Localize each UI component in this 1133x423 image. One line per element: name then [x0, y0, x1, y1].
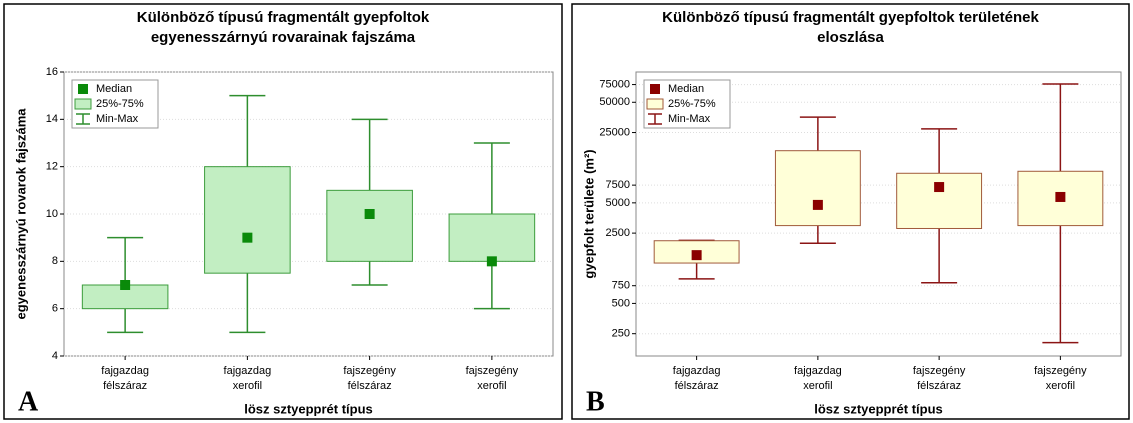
y-tick-label: 5000	[606, 197, 630, 209]
x-tick-label: xerofil	[477, 380, 506, 392]
y-tick-label: 4	[52, 350, 58, 362]
x-tick-label: félszáraz	[103, 380, 147, 392]
median-marker	[364, 209, 375, 219]
median-marker	[120, 280, 131, 290]
y-tick-label: 12	[46, 161, 58, 173]
legend-swatch	[646, 98, 664, 110]
x-tick-label: fajszegény	[466, 365, 519, 377]
x-axis-label: lösz sztyepprét típus	[814, 401, 943, 416]
legend-label: 25%-75%	[668, 98, 716, 110]
legend-label: Median	[96, 83, 132, 95]
chart-title: egyenesszárnyú rovarainak fajszáma	[151, 29, 416, 46]
median-marker	[691, 250, 702, 261]
x-tick-label: fajgazdag	[673, 365, 721, 377]
y-tick-label: 25000	[599, 126, 630, 138]
y-tick-label: 7500	[606, 179, 630, 191]
x-tick-label: fajszegény	[343, 365, 396, 377]
median-marker	[812, 199, 823, 210]
y-tick-label: 75000	[599, 78, 630, 90]
box	[896, 172, 983, 229]
box	[448, 213, 536, 262]
legend-label: Median	[668, 83, 704, 95]
y-axis-label: gyepfolt területe (m²)	[581, 149, 596, 278]
x-tick-label: xerofil	[233, 380, 262, 392]
y-tick-label: 50000	[599, 96, 630, 108]
y-tick-label: 8	[52, 255, 58, 267]
y-axis-label: egyenesszárnyú rovarok fajszáma	[13, 108, 28, 320]
x-tick-label: félszáraz	[348, 380, 392, 392]
legend-swatch	[74, 98, 92, 110]
x-tick-label: fajgazdag	[794, 365, 842, 377]
y-tick-label: 2500	[606, 227, 630, 239]
y-tick-label: 250	[612, 328, 630, 340]
legend-label: Min-Max	[668, 113, 711, 125]
x-tick-label: xerofil	[1046, 380, 1075, 392]
median-marker	[242, 232, 253, 243]
x-axis-label: lösz sztyepprét típus	[244, 401, 373, 416]
y-tick-label: 10	[46, 208, 58, 220]
chart-title: eloszlása	[817, 29, 884, 46]
y-tick-label: 16	[46, 66, 58, 78]
panel-letter: A	[18, 386, 39, 417]
legend-swatch	[650, 84, 660, 94]
legend-swatch	[78, 84, 88, 94]
y-tick-label: 750	[612, 280, 630, 292]
legend-label: Min-Max	[96, 113, 139, 125]
y-tick-label: 6	[52, 303, 58, 315]
box	[774, 150, 861, 227]
panel-letter: B	[586, 386, 605, 417]
x-tick-label: xerofil	[803, 380, 832, 392]
chart-title: Különböző típusú fragmentált gyepfoltok	[137, 9, 430, 26]
y-tick-label: 14	[46, 113, 58, 125]
box	[204, 166, 291, 274]
x-tick-label: félszáraz	[675, 380, 719, 392]
legend-label: 25%-75%	[96, 98, 144, 110]
x-tick-label: fajgazdag	[101, 365, 149, 377]
chart-title: Különböző típusú fragmentált gyepfoltok …	[662, 9, 1039, 26]
median-marker	[934, 182, 945, 193]
x-tick-label: fajszegény	[913, 365, 966, 377]
box	[326, 189, 413, 262]
x-tick-label: fajszegény	[1034, 365, 1087, 377]
x-tick-label: fajgazdag	[224, 365, 272, 377]
median-marker	[486, 256, 497, 267]
x-tick-label: félszáraz	[917, 380, 961, 392]
y-tick-label: 500	[612, 297, 630, 309]
median-marker	[1055, 191, 1066, 202]
